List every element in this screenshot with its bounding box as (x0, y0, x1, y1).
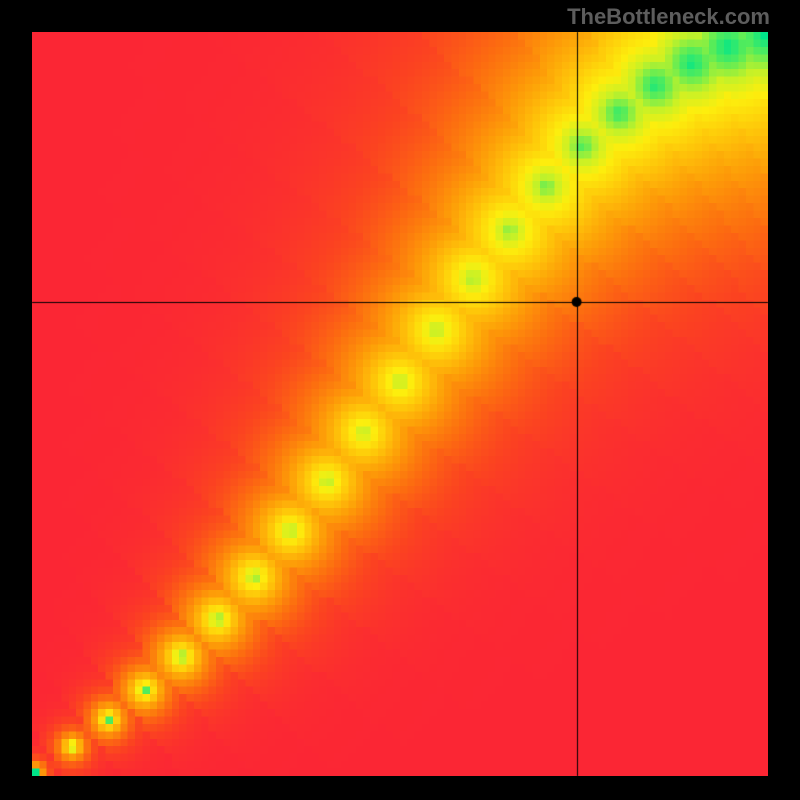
crosshair-overlay (0, 0, 800, 800)
watermark-text: TheBottleneck.com (567, 4, 770, 30)
chart-container: TheBottleneck.com (0, 0, 800, 800)
